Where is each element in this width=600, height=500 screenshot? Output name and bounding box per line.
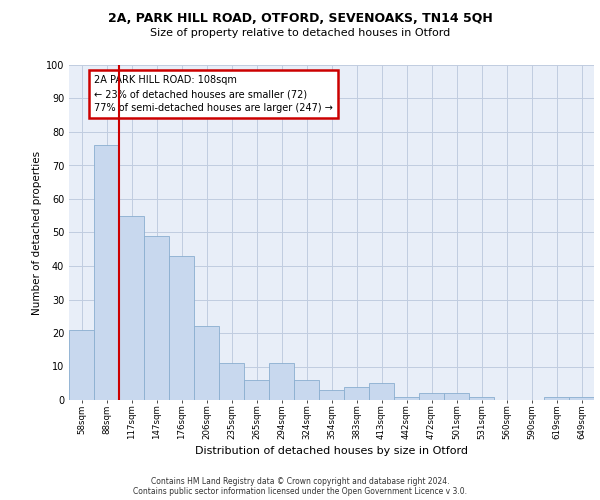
Bar [194, 326, 219, 400]
Bar [144, 236, 169, 400]
Bar [444, 394, 469, 400]
Bar [369, 383, 394, 400]
Text: 2A, PARK HILL ROAD, OTFORD, SEVENOAKS, TN14 5QH: 2A, PARK HILL ROAD, OTFORD, SEVENOAKS, T… [107, 12, 493, 26]
Bar [394, 396, 419, 400]
Text: Size of property relative to detached houses in Otford: Size of property relative to detached ho… [150, 28, 450, 38]
Bar [269, 363, 294, 400]
Y-axis label: Number of detached properties: Number of detached properties [32, 150, 41, 314]
Bar [219, 363, 244, 400]
X-axis label: Distribution of detached houses by size in Otford: Distribution of detached houses by size … [195, 446, 468, 456]
Bar [469, 396, 494, 400]
Bar [544, 396, 569, 400]
Bar [569, 396, 594, 400]
Bar [294, 380, 319, 400]
Bar [419, 394, 444, 400]
Bar [244, 380, 269, 400]
Bar [119, 216, 144, 400]
Bar [169, 256, 194, 400]
Text: Contains HM Land Registry data © Crown copyright and database right 2024.: Contains HM Land Registry data © Crown c… [151, 477, 449, 486]
Bar [344, 386, 369, 400]
Bar [319, 390, 344, 400]
Bar [69, 330, 94, 400]
Text: 2A PARK HILL ROAD: 108sqm
← 23% of detached houses are smaller (72)
77% of semi-: 2A PARK HILL ROAD: 108sqm ← 23% of detac… [94, 75, 333, 113]
Bar [94, 146, 119, 400]
Text: Contains public sector information licensed under the Open Government Licence v : Contains public sector information licen… [133, 487, 467, 496]
